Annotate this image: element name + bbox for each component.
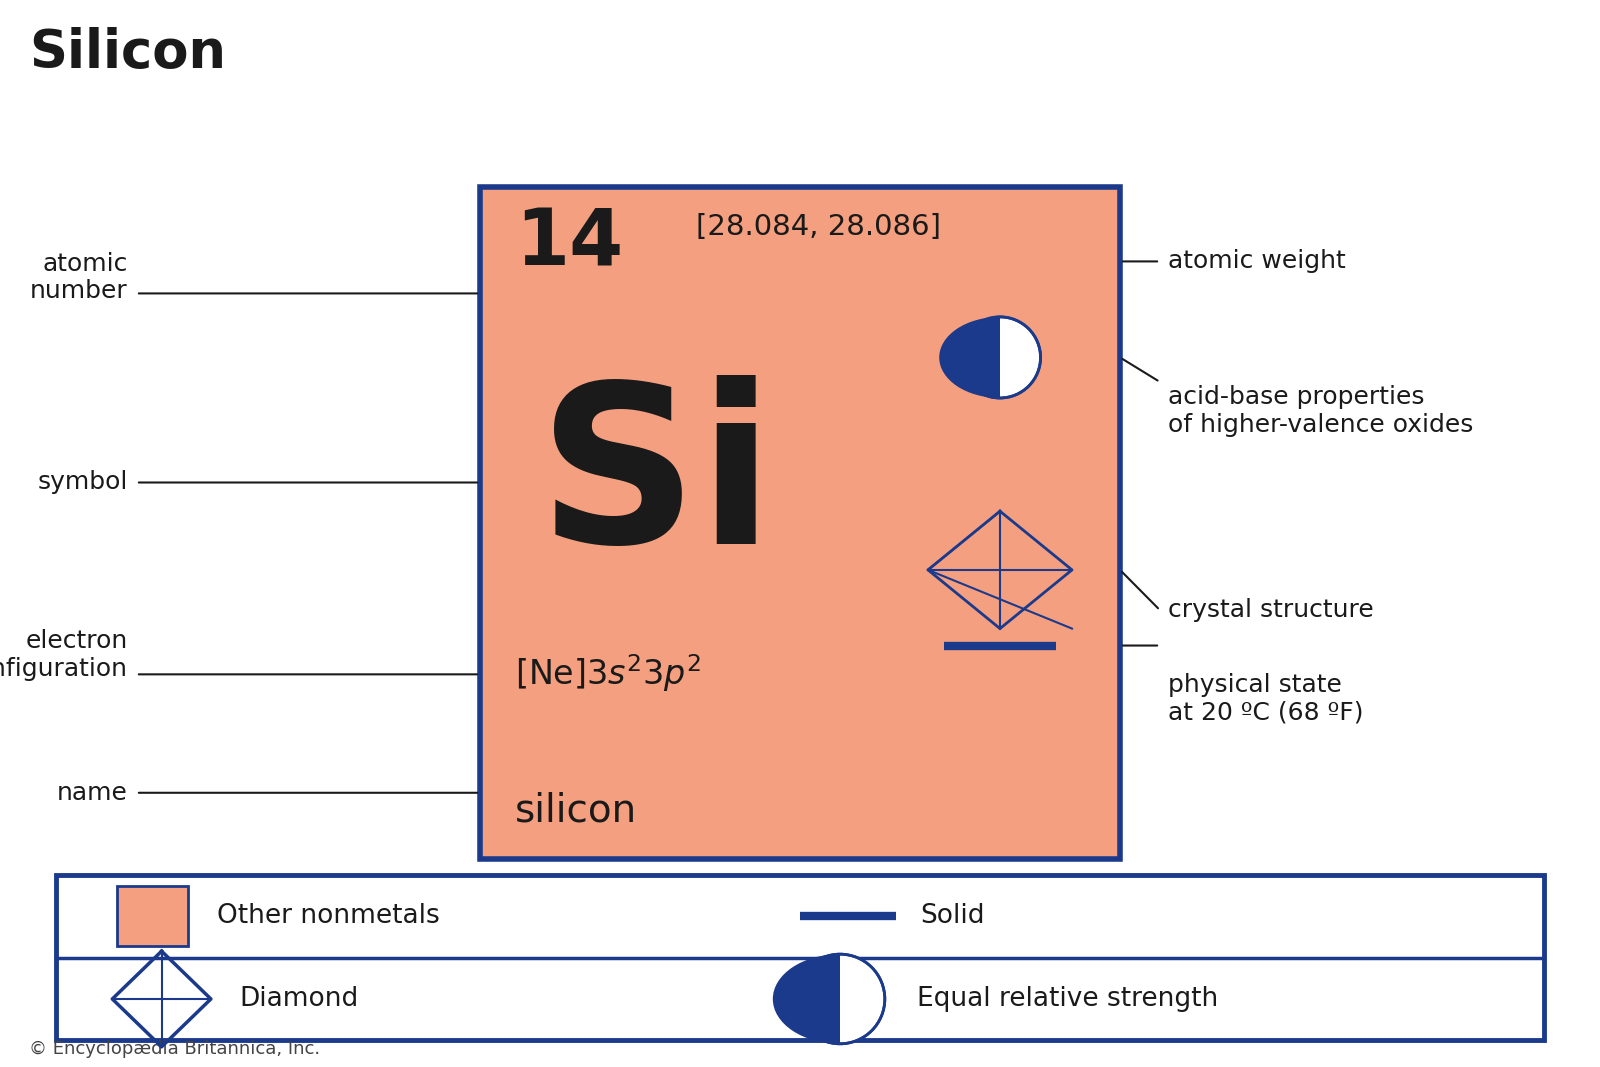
Text: Solid: Solid xyxy=(920,904,984,929)
Text: atomic
number: atomic number xyxy=(30,252,128,303)
FancyBboxPatch shape xyxy=(56,875,1544,1040)
Text: Other nonmetals: Other nonmetals xyxy=(218,904,440,929)
Text: silicon: silicon xyxy=(515,791,637,829)
Ellipse shape xyxy=(960,317,1040,398)
Text: 14: 14 xyxy=(515,206,624,282)
Ellipse shape xyxy=(795,954,885,1044)
Text: electron
configuration: electron configuration xyxy=(0,630,128,681)
FancyBboxPatch shape xyxy=(117,887,189,946)
FancyBboxPatch shape xyxy=(480,187,1120,859)
Text: symbol: symbol xyxy=(38,471,128,494)
Text: name: name xyxy=(58,781,128,805)
Text: crystal structure: crystal structure xyxy=(1168,599,1374,622)
Text: Silicon: Silicon xyxy=(29,27,226,79)
Wedge shape xyxy=(939,317,1000,398)
Text: atomic weight: atomic weight xyxy=(1168,250,1346,273)
Text: Diamond: Diamond xyxy=(240,986,358,1012)
Wedge shape xyxy=(773,954,840,1044)
Text: physical state
at 20 ºC (68 ºF): physical state at 20 ºC (68 ºF) xyxy=(1168,673,1363,724)
Text: © Encyclopædia Britannica, Inc.: © Encyclopædia Britannica, Inc. xyxy=(29,1040,320,1058)
Text: Si: Si xyxy=(538,376,774,589)
Text: acid-base properties
of higher-valence oxides: acid-base properties of higher-valence o… xyxy=(1168,385,1474,436)
Text: $[\mathrm{Ne}]3s^23p^2$: $[\mathrm{Ne}]3s^23p^2$ xyxy=(515,652,701,694)
Text: Equal relative strength: Equal relative strength xyxy=(917,986,1218,1012)
Text: [28.084, 28.086]: [28.084, 28.086] xyxy=(696,213,941,241)
